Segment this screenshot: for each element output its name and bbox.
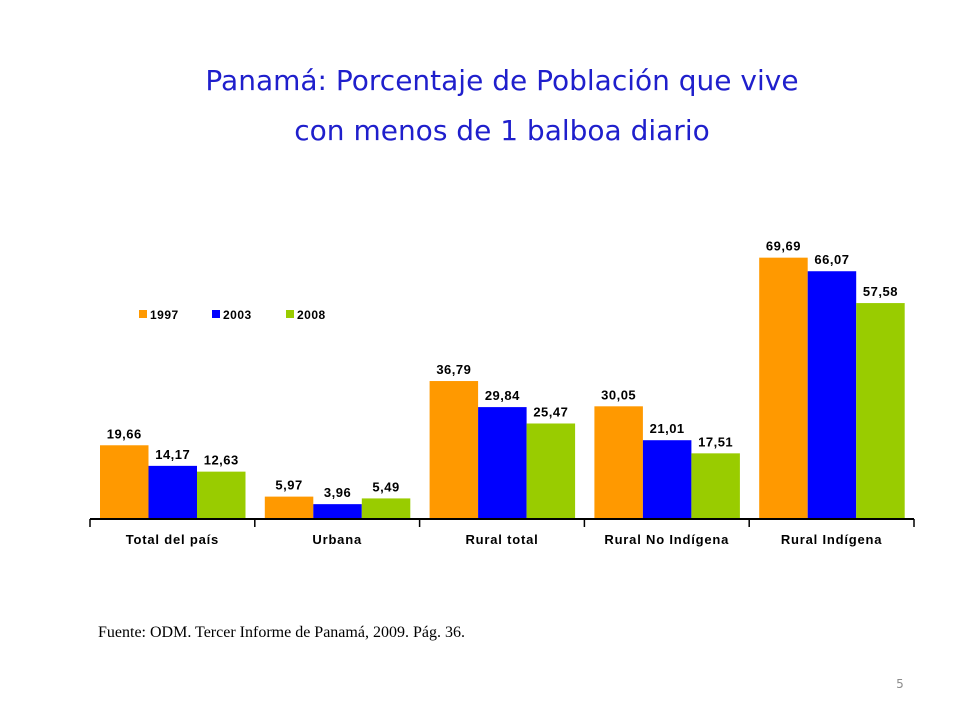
bar-2003-1 [148, 465, 197, 519]
bar-1997-4 [594, 406, 643, 519]
category-label-3: Rural total [465, 532, 538, 547]
bar-2003-5 [807, 271, 857, 519]
bar-2003-3 [478, 407, 527, 519]
title-line-1: Panamá: Porcentaje de Población que vive [205, 64, 799, 97]
legend-label-2008: 2008 [297, 308, 326, 322]
legend-swatch-2008 [286, 310, 294, 318]
data-label-1997-1: 19,66 [107, 426, 142, 441]
data-label-2003-1: 14,17 [155, 447, 190, 462]
data-label-1997-5: 69,69 [766, 239, 801, 254]
data-label-2003-5: 66,07 [814, 252, 849, 267]
bar-1997-5 [759, 257, 808, 519]
chart-title: Panamá: Porcentaje de Población que vive… [0, 56, 960, 156]
page-number: 5 [896, 677, 904, 691]
title-line-2: con menos de 1 balboa diario [294, 114, 710, 147]
data-label-2008-3: 25,47 [533, 404, 568, 419]
bar-1997-3 [429, 381, 479, 519]
bar-2008-2 [361, 498, 411, 519]
bar-1997-2 [264, 496, 314, 519]
legend-swatch-2003 [212, 310, 220, 318]
data-label-2008-2: 5,49 [372, 479, 399, 494]
data-label-1997-4: 30,05 [601, 387, 636, 402]
data-label-2008-5: 57,58 [863, 284, 898, 299]
bar-2003-4 [642, 440, 692, 519]
source-note: Fuente: ODM. Tercer Informe de Panamá, 2… [98, 624, 465, 641]
category-label-1: Total del país [126, 532, 219, 547]
legend-swatch-1997 [139, 310, 147, 318]
data-label-1997-3: 36,79 [436, 362, 471, 377]
category-label-2: Urbana [312, 532, 362, 547]
category-label-5: Rural Indígena [781, 532, 883, 547]
category-label-4: Rural No Indígena [604, 532, 729, 547]
bar-2008-3 [526, 423, 576, 519]
bar-2008-1 [197, 471, 246, 519]
bar-2008-4 [691, 453, 740, 519]
data-label-2008-4: 17,51 [698, 434, 733, 449]
legend-label-2003: 2003 [223, 308, 252, 322]
bar-2008-5 [856, 303, 905, 519]
data-label-2003-3: 29,84 [485, 388, 520, 403]
bar-1997-1 [100, 445, 149, 519]
data-label-2003-2: 3,96 [324, 485, 351, 500]
bar-2003-2 [313, 504, 362, 519]
data-label-2003-4: 21,01 [650, 421, 685, 436]
data-label-2008-1: 12,63 [204, 453, 239, 468]
data-label-1997-2: 5,97 [275, 478, 302, 493]
legend-label-1997: 1997 [150, 308, 179, 322]
